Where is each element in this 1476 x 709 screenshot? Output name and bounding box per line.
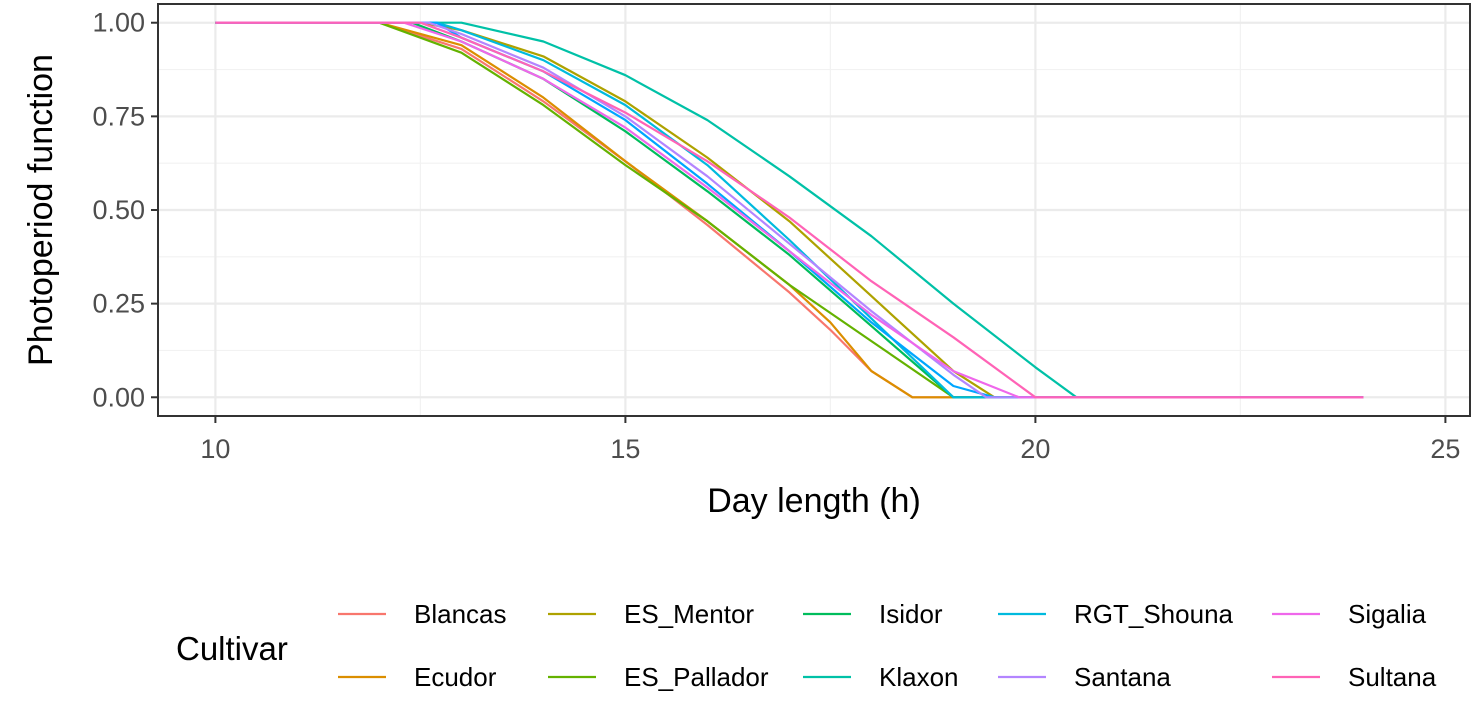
y-tick-label: 0.00 xyxy=(92,382,145,412)
y-tick-label: 0.50 xyxy=(92,195,145,225)
series-line-2 xyxy=(215,21,1364,399)
x-axis-title: Day length (h) xyxy=(707,482,921,520)
legend-label: RGT_Shouna xyxy=(1074,599,1234,629)
legend-label: Ecudor xyxy=(414,662,497,692)
y-axis-title: Photoperiod function xyxy=(22,54,60,366)
series-line-4 xyxy=(215,21,1364,399)
legend-label: Santana xyxy=(1074,662,1171,692)
x-tick-label: 25 xyxy=(1430,434,1460,464)
series-line-9 xyxy=(215,21,1364,399)
series-line-8 xyxy=(215,21,1364,399)
legend-label: ES_Mentor xyxy=(624,599,754,629)
x-tick-label: 15 xyxy=(610,434,640,464)
series-line-7 xyxy=(215,21,1364,399)
series-line-3 xyxy=(215,21,1364,399)
x-tick-label: 20 xyxy=(1020,434,1050,464)
series-lines xyxy=(215,21,1364,399)
legend-title: Cultivar xyxy=(176,630,288,667)
x-axis: 10 15 20 25 xyxy=(200,416,1460,464)
legend-label: ES_Pallador xyxy=(624,662,769,692)
legend-label: Blancas xyxy=(414,599,507,629)
y-tick-label: 0.25 xyxy=(92,289,145,319)
legend: Cultivar Blancas Ecudor ES_Mentor ES_Pallad… xyxy=(176,599,1437,692)
legend-label: Isidor xyxy=(879,599,943,629)
series-line-6 xyxy=(215,21,1364,399)
legend-label: Klaxon xyxy=(879,662,959,692)
x-tick-label: 10 xyxy=(200,434,230,464)
y-axis: 0.00 0.25 0.50 0.75 1.00 xyxy=(92,8,158,412)
y-tick-label: 0.75 xyxy=(92,101,145,131)
legend-label: Sigalia xyxy=(1348,599,1427,629)
legend-label: Sultana xyxy=(1348,662,1437,692)
series-line-5 xyxy=(215,21,1364,399)
series-line-10 xyxy=(215,21,1364,399)
y-tick-label: 1.00 xyxy=(92,8,145,38)
